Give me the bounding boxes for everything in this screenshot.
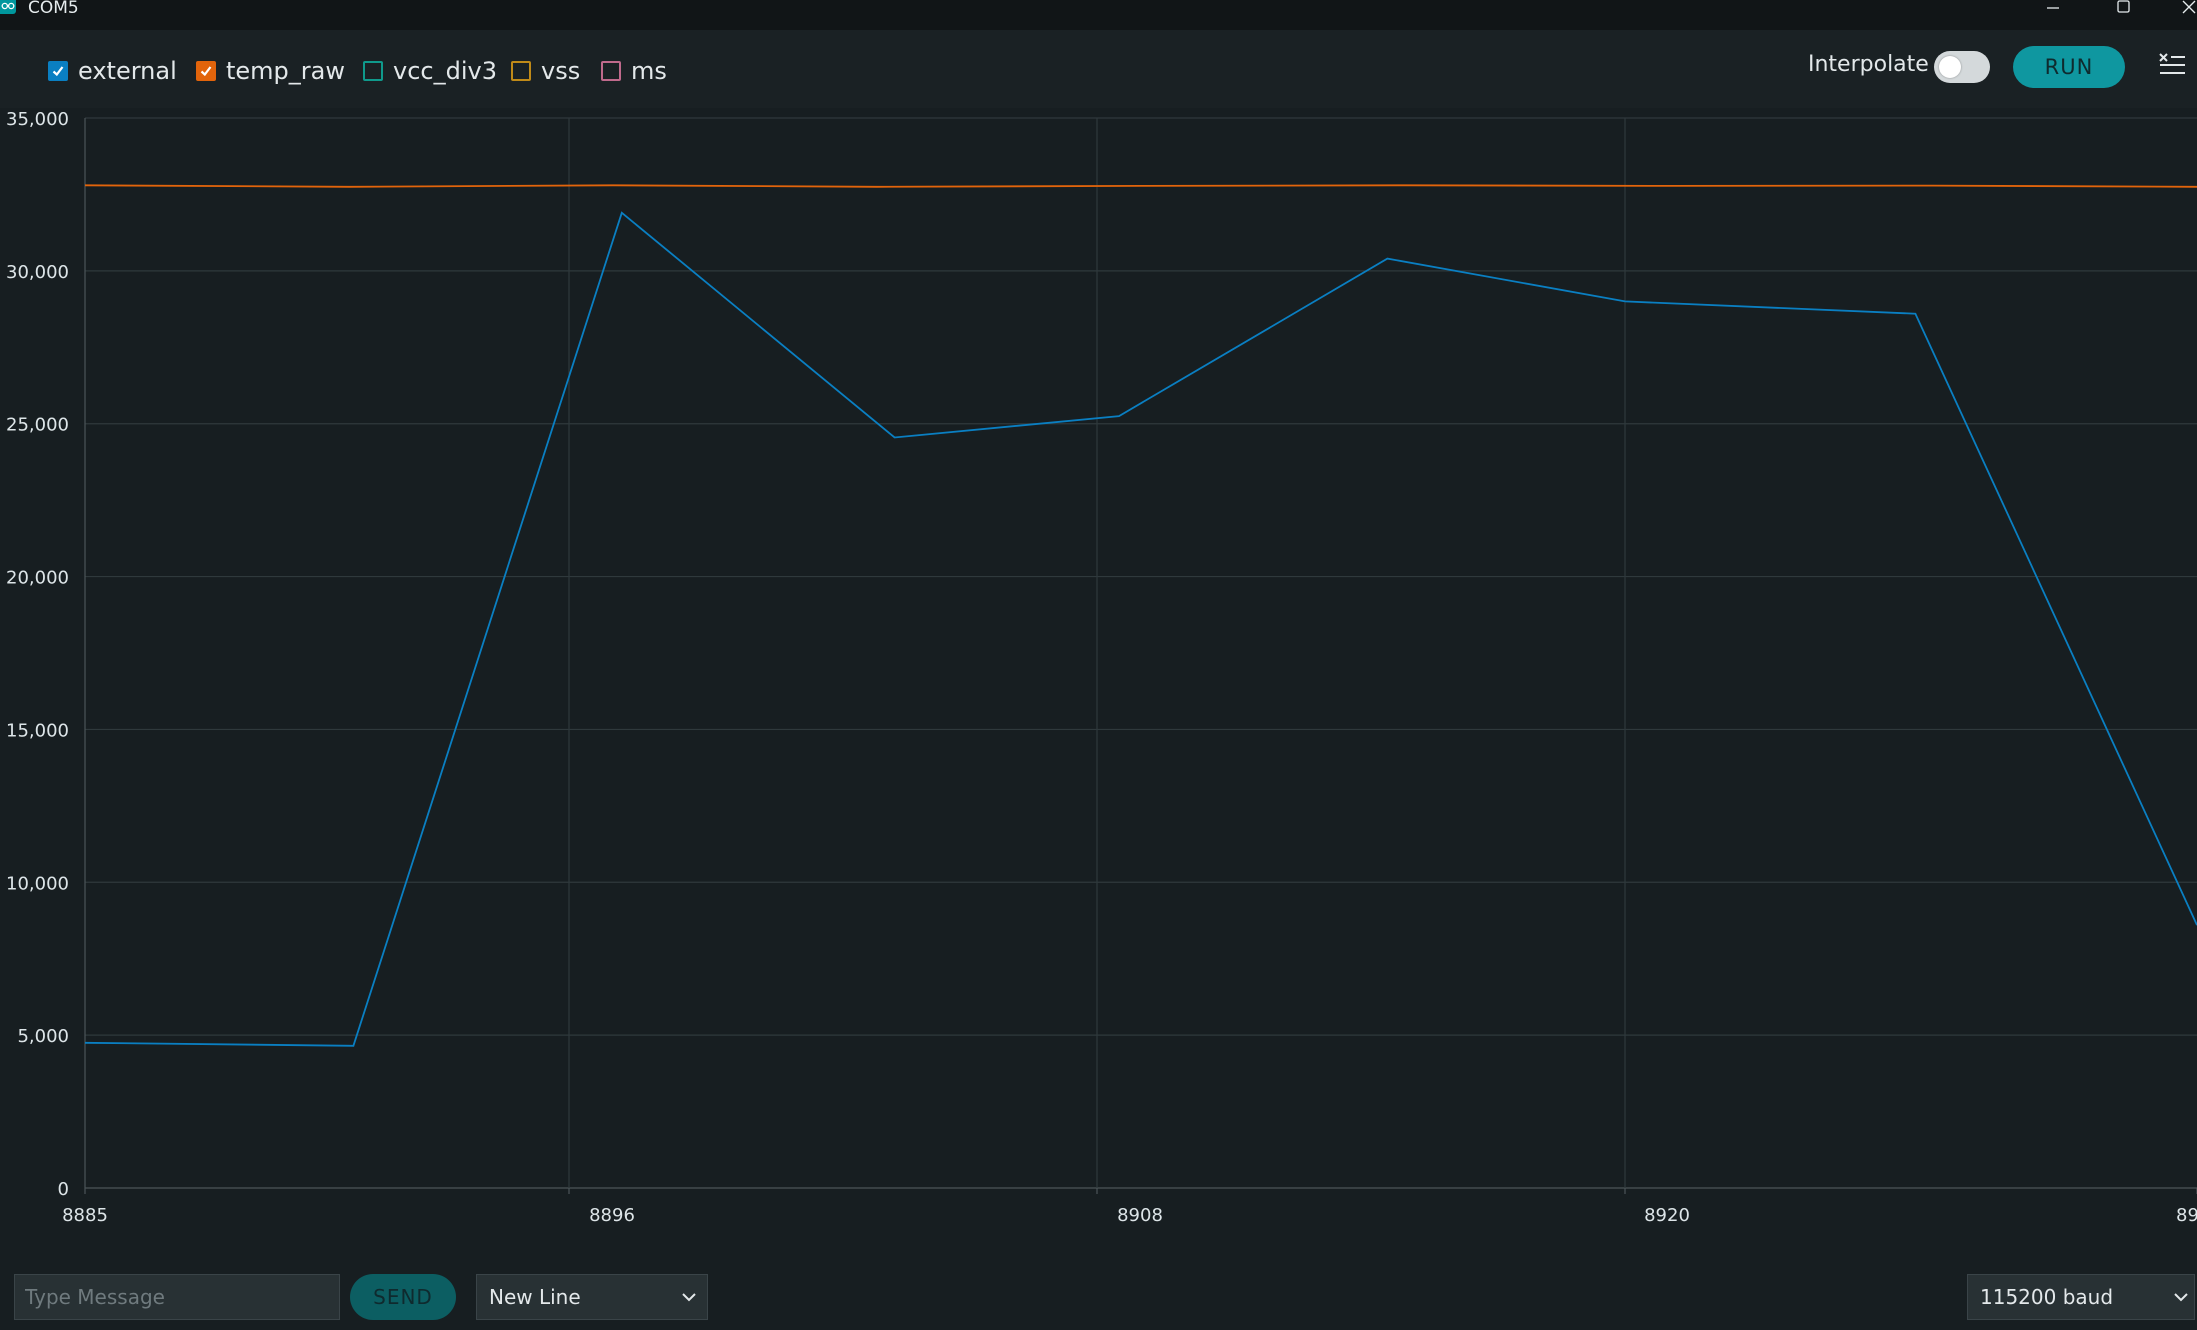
close-icon[interactable]	[2175, 0, 2197, 16]
x-tick-label: 8920	[1644, 1205, 1690, 1226]
legend-item-ms[interactable]: ms	[601, 56, 667, 86]
window-title: COM5	[28, 0, 79, 18]
interpolate-label: Interpolate	[1808, 52, 1929, 77]
series-line-external	[84, 211, 2197, 1047]
baud-rate-select[interactable]: 115200 baud	[1967, 1274, 2195, 1320]
y-tick-label: 10,000	[6, 873, 69, 894]
run-button[interactable]: RUN	[2013, 46, 2125, 88]
checkbox-unchecked-icon[interactable]	[511, 61, 531, 81]
y-tick-label: 20,000	[6, 568, 69, 589]
plot-area: 0 5,000 10,000 15,000 20,000 25,000 30,000 35,0…	[6, 109, 2197, 1226]
legend-label: temp_raw	[226, 57, 345, 85]
checkbox-unchecked-icon[interactable]	[363, 61, 383, 81]
y-tick-label: 35,000	[6, 109, 69, 130]
legend-label: vss	[541, 57, 581, 85]
legend-item-vcc-div3[interactable]: vcc_div3	[363, 56, 497, 86]
legend-item-temp-raw[interactable]: temp_raw	[196, 56, 345, 86]
send-button[interactable]: SEND	[350, 1274, 456, 1320]
legend-label: ms	[631, 57, 667, 85]
maximize-icon[interactable]	[2108, 0, 2138, 16]
checkbox-checked-icon[interactable]	[196, 61, 216, 81]
y-tick-label: 25,000	[6, 415, 69, 436]
y-tick-label: 0	[58, 1179, 69, 1200]
x-tick-label: 89	[2176, 1205, 2197, 1226]
line-ending-select[interactable]: New Line	[476, 1274, 708, 1320]
plotter-toolbar: external temp_raw vcc_div3 vss ms	[0, 30, 2197, 108]
x-tick-label: 8885	[62, 1205, 108, 1226]
arduino-logo-icon	[0, 0, 16, 14]
x-tick-label: 8908	[1117, 1205, 1163, 1226]
series-line-temp-raw	[84, 184, 2197, 188]
baud-rate-value: 115200 baud	[1980, 1285, 2114, 1309]
serial-footer: SEND New Line 115200 baud	[0, 1248, 2197, 1330]
line-ending-value: New Line	[489, 1285, 581, 1309]
legend-item-vss[interactable]: vss	[511, 56, 580, 86]
interpolate-toggle[interactable]	[1934, 51, 1990, 83]
message-input[interactable]	[14, 1274, 340, 1320]
y-tick-label: 30,000	[6, 262, 69, 283]
legend-label: external	[78, 57, 177, 85]
clear-list-icon[interactable]	[2158, 52, 2186, 82]
chevron-down-icon	[682, 1293, 696, 1302]
title-bar: COM5	[0, 0, 2197, 30]
chevron-down-icon	[2174, 1293, 2188, 1302]
checkbox-checked-icon[interactable]	[48, 61, 68, 81]
checkbox-unchecked-icon[interactable]	[601, 61, 621, 81]
legend-label: vcc_div3	[393, 57, 497, 85]
y-tick-label: 5,000	[17, 1026, 69, 1047]
y-tick-label: 15,000	[6, 720, 69, 741]
toggle-knob	[1939, 56, 1961, 78]
x-tick-label: 8896	[589, 1205, 635, 1226]
minimize-icon[interactable]	[2038, 0, 2068, 16]
legend-item-external[interactable]: external	[48, 56, 177, 86]
